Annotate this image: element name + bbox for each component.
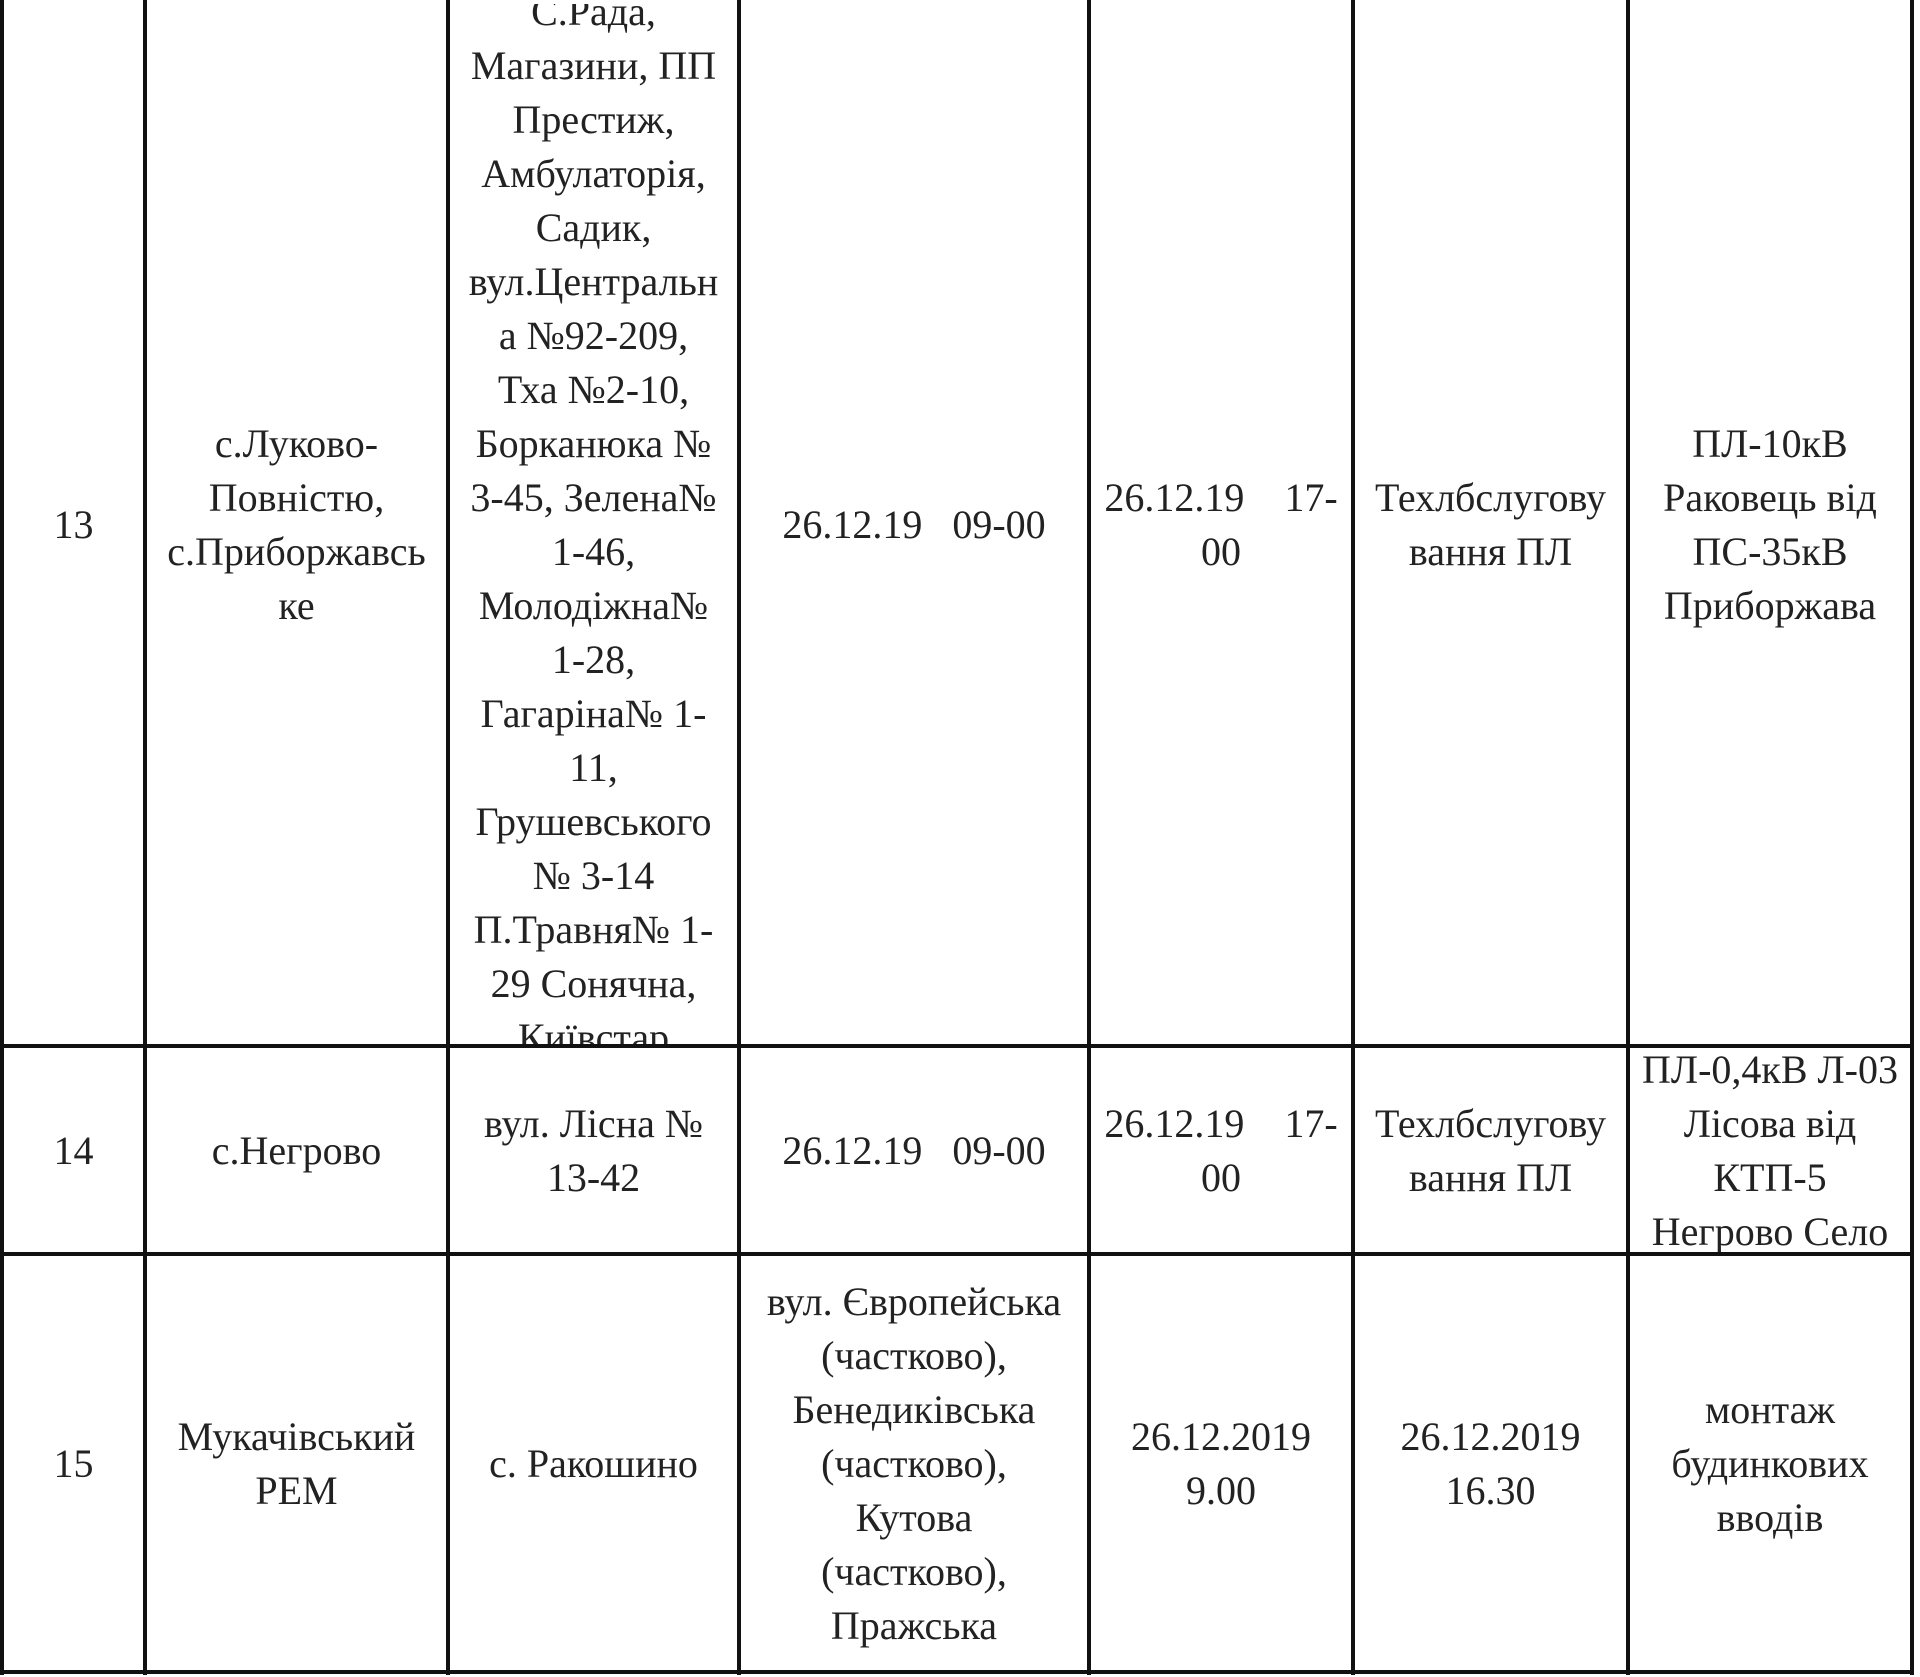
cell-text: Повністю, (208, 474, 385, 520)
column-border (737, 0, 741, 1675)
table-cell: 26.12.2019 9.00 (1091, 1257, 1351, 1671)
cell-text: ПЛ-0,4кВ Л-03 (1642, 1049, 1898, 1092)
cell-text: Пражська (830, 1603, 998, 1648)
cell-text: 00 (1201, 1155, 1241, 1200)
column-border (446, 0, 450, 1675)
cell-text: ПС-35кВ (1692, 528, 1848, 574)
cell-text: 13 (53, 501, 94, 547)
table-cell: монтаж будинкових вводів (1630, 1257, 1910, 1671)
cell-text: вул. Лісна № (483, 1101, 704, 1146)
cell-text: ПЛ-10кВ (1692, 420, 1848, 466)
cell-text: Молодіжна№ (478, 582, 709, 628)
cell-text: Київстар (517, 1014, 670, 1046)
cell-text: 26.12.19 17- (1104, 1101, 1338, 1146)
cell-text: КТП-5 (1713, 1155, 1827, 1200)
cell-text: Негрово Село (1651, 1209, 1889, 1253)
table-cell: Мукачівський РЕМ (147, 1257, 446, 1671)
column-border (1351, 0, 1355, 1675)
cell-text: 16.30 (1445, 1468, 1536, 1513)
table-cell: с.Луково- Повністю, с.Приборжавсь ке (147, 4, 446, 1045)
cell-text: вання ПЛ (1408, 1155, 1573, 1200)
cell-text: (частково), (821, 1441, 1007, 1486)
cell-text: Магазини, ПП (470, 42, 717, 88)
cell-text: 00 (1201, 528, 1241, 574)
cell-text: РЕМ (255, 1468, 338, 1513)
row-border (0, 1670, 1914, 1674)
cell-text: 1-28, (551, 636, 636, 682)
cell-text: Бенедиківська (792, 1387, 1036, 1432)
cell-text: а №92-209, (498, 312, 689, 358)
column-border (1087, 0, 1091, 1675)
column-border (1626, 0, 1630, 1675)
table-cell: ПЛ-10кВ Раковець від ПС-35кВ Приборжава (1630, 4, 1910, 1045)
table-cell: 26.12.19 17- 00 (1091, 1049, 1351, 1253)
row-border (0, 1252, 1914, 1256)
table-cell: 13 (4, 4, 143, 1045)
cell-text: Техлбслугову (1374, 1101, 1607, 1146)
cell-text: с. Ракошино (489, 1441, 698, 1486)
cell-text: Борканюка № (475, 420, 712, 466)
cell-text: (частково), (821, 1333, 1007, 1378)
cell-text: 3-45, Зелена№ (470, 474, 717, 520)
table-cell: вул. Європейська (частково), Бенедиківська… (741, 1257, 1087, 1671)
cell-text: с.Луково- (214, 420, 379, 466)
cell-text: 13-42 (546, 1155, 641, 1200)
cell-text: вул. Європейська (766, 1279, 1062, 1324)
table-cell: вул. Лісна № 13-42 (450, 1049, 737, 1253)
table-cell: 26.12.19 09-00 (741, 4, 1087, 1045)
cell-text: 11, (569, 744, 618, 790)
table-cell: Техлбслугову вання ПЛ (1355, 4, 1626, 1045)
row-border (0, 1044, 1914, 1048)
cell-text: Тха №2-10, (497, 366, 690, 412)
cell-text: Амбулаторія, (481, 150, 706, 196)
cell-text: Раковець від (1663, 474, 1877, 520)
table-cell: с. Ракошино (450, 1257, 737, 1671)
cell-text: 1-46, (551, 528, 636, 574)
cell-text: Мукачівський (177, 1414, 416, 1459)
cell-text: ке (278, 582, 315, 628)
cell-text: (частково), (821, 1549, 1007, 1594)
cell-text: 26.12.19 17- (1104, 474, 1338, 520)
cell-text: 15 (53, 1441, 94, 1486)
table-cell: с.Негрово (147, 1049, 446, 1253)
cell-text: № 3-14 (532, 852, 655, 898)
table-cell: 14 (4, 1049, 143, 1253)
table-cell: Техлбслугову вання ПЛ (1355, 1049, 1626, 1253)
cell-text: с.Приборжавсь (167, 528, 426, 574)
column-border (1910, 0, 1914, 1675)
cell-text: Грушевського (475, 798, 712, 844)
table-cell: 26.12.19 17- 00 (1091, 4, 1351, 1045)
cell-text: 14 (53, 1128, 94, 1173)
table-cell: С.Рада, Магазини, ПП Престиж, Амбулаторія, С… (450, 4, 737, 1045)
cell-text: вання ПЛ (1408, 528, 1573, 574)
column-border (143, 0, 147, 1675)
cell-text: П.Травня№ 1- (473, 906, 714, 952)
cell-text: Гагаріна№ 1- (480, 690, 707, 736)
column-border (0, 0, 4, 1675)
cell-text: Приборжава (1663, 582, 1877, 628)
table-cell: 26.12.19 09-00 (741, 1049, 1087, 1253)
cell-text: Престиж, (512, 96, 675, 142)
cell-text: 26.12.2019 (1131, 1414, 1311, 1459)
cell-text: 29 Сонячна, (490, 960, 697, 1006)
cell-text: 26.12.19 09-00 (782, 1128, 1046, 1173)
cell-text: вул.Центральн (468, 258, 719, 304)
cell-text: Садик, (535, 204, 652, 250)
cell-text: 26.12.2019 (1400, 1414, 1581, 1459)
cell-text: будинкових (1671, 1441, 1869, 1486)
cell-text: монтаж (1704, 1387, 1836, 1432)
table-cell: 15 (4, 1257, 143, 1671)
cell-text: 26.12.19 09-00 (782, 501, 1046, 547)
table-cell: 26.12.2019 16.30 (1355, 1257, 1626, 1671)
cell-text: вводів (1716, 1495, 1824, 1540)
cell-text: 9.00 (1186, 1468, 1256, 1513)
table-cell: ПЛ-0,4кВ Л-03 Лісова від КТП-5 Негрово Село (1630, 1049, 1910, 1253)
cell-text: Кутова (855, 1495, 973, 1540)
cell-text: Техлбслугову (1374, 474, 1607, 520)
cell-text: С.Рада, (531, 4, 656, 34)
cell-text: с.Негрово (211, 1128, 382, 1173)
cell-text: Лісова від (1683, 1101, 1857, 1146)
